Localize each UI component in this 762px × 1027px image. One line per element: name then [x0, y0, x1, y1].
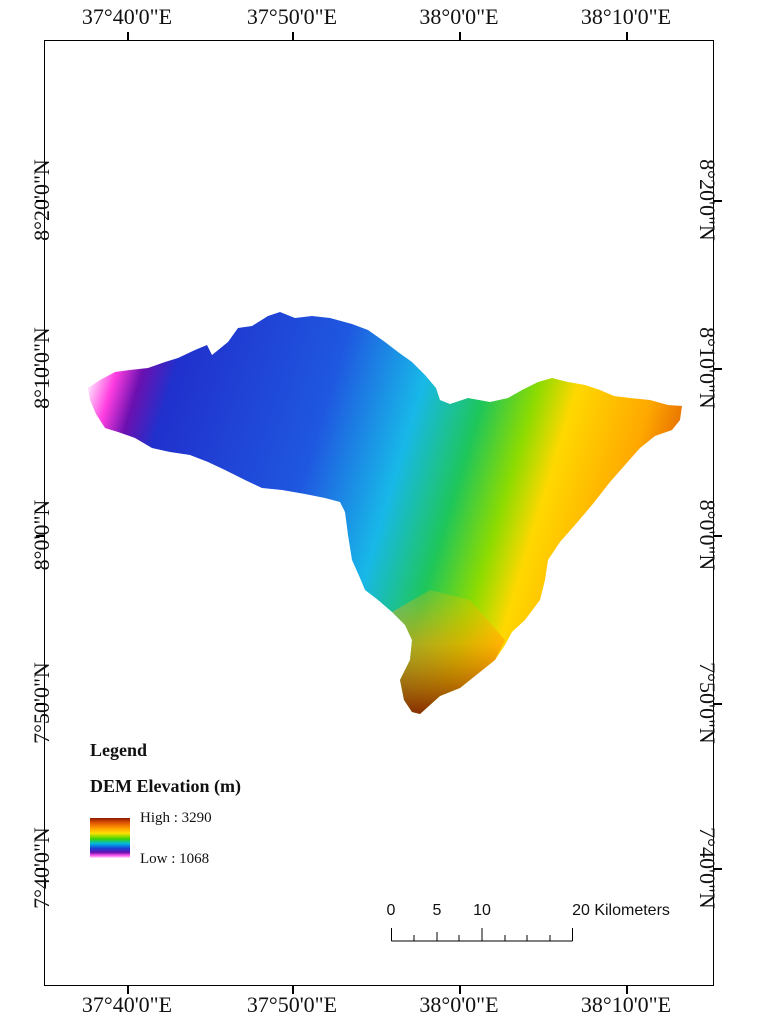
scale-label-20: 20 Kilometers — [572, 902, 670, 919]
bottom-lon-label-4: 38°10'0"E — [580, 992, 672, 1017]
bottom-lon-label-2: 37°50'0"E — [246, 992, 338, 1017]
top-lon-label-1: 37°40'0"E — [81, 4, 173, 29]
top-lon-label-4: 38°10'0"E — [580, 4, 672, 29]
bottom-tick — [626, 986, 628, 994]
top-tick — [292, 32, 294, 40]
right-tick — [714, 868, 722, 870]
right-tick — [714, 703, 722, 705]
top-tick — [459, 32, 461, 40]
legend-low-label: Low : 1068 — [140, 851, 210, 867]
left-tick — [36, 868, 44, 870]
right-tick — [714, 535, 722, 537]
bottom-lon-label-1: 37°40'0"E — [81, 992, 173, 1017]
scale-label-10: 10 — [473, 902, 491, 919]
left-tick — [36, 703, 44, 705]
bottom-tick — [292, 986, 294, 994]
left-tick — [36, 200, 44, 202]
top-tick — [127, 32, 129, 40]
watershed-polygon — [88, 312, 682, 714]
scale-label-0: 0 — [386, 902, 396, 919]
left-tick — [36, 368, 44, 370]
top-tick — [626, 32, 628, 40]
watershed-south-shade — [392, 590, 505, 714]
bottom-lon-label-3: 38°0'0"E — [419, 992, 499, 1017]
scale-label-5: 5 — [432, 902, 442, 919]
top-lon-label-2: 37°50'0"E — [246, 4, 338, 29]
right-tick — [714, 368, 722, 370]
map-frame — [44, 40, 714, 986]
legend-subtitle: DEM Elevation (m) — [90, 776, 241, 796]
top-lon-label-3: 38°0'0"E — [419, 4, 499, 29]
elevation-color-ramp — [90, 818, 130, 858]
right-tick — [714, 200, 722, 202]
left-tick — [36, 535, 44, 537]
scale-bar — [391, 928, 573, 942]
legend-high-label: High : 3290 — [140, 810, 212, 826]
bottom-tick — [459, 986, 461, 994]
legend-title: Legend — [90, 740, 148, 760]
bottom-tick — [127, 986, 129, 994]
